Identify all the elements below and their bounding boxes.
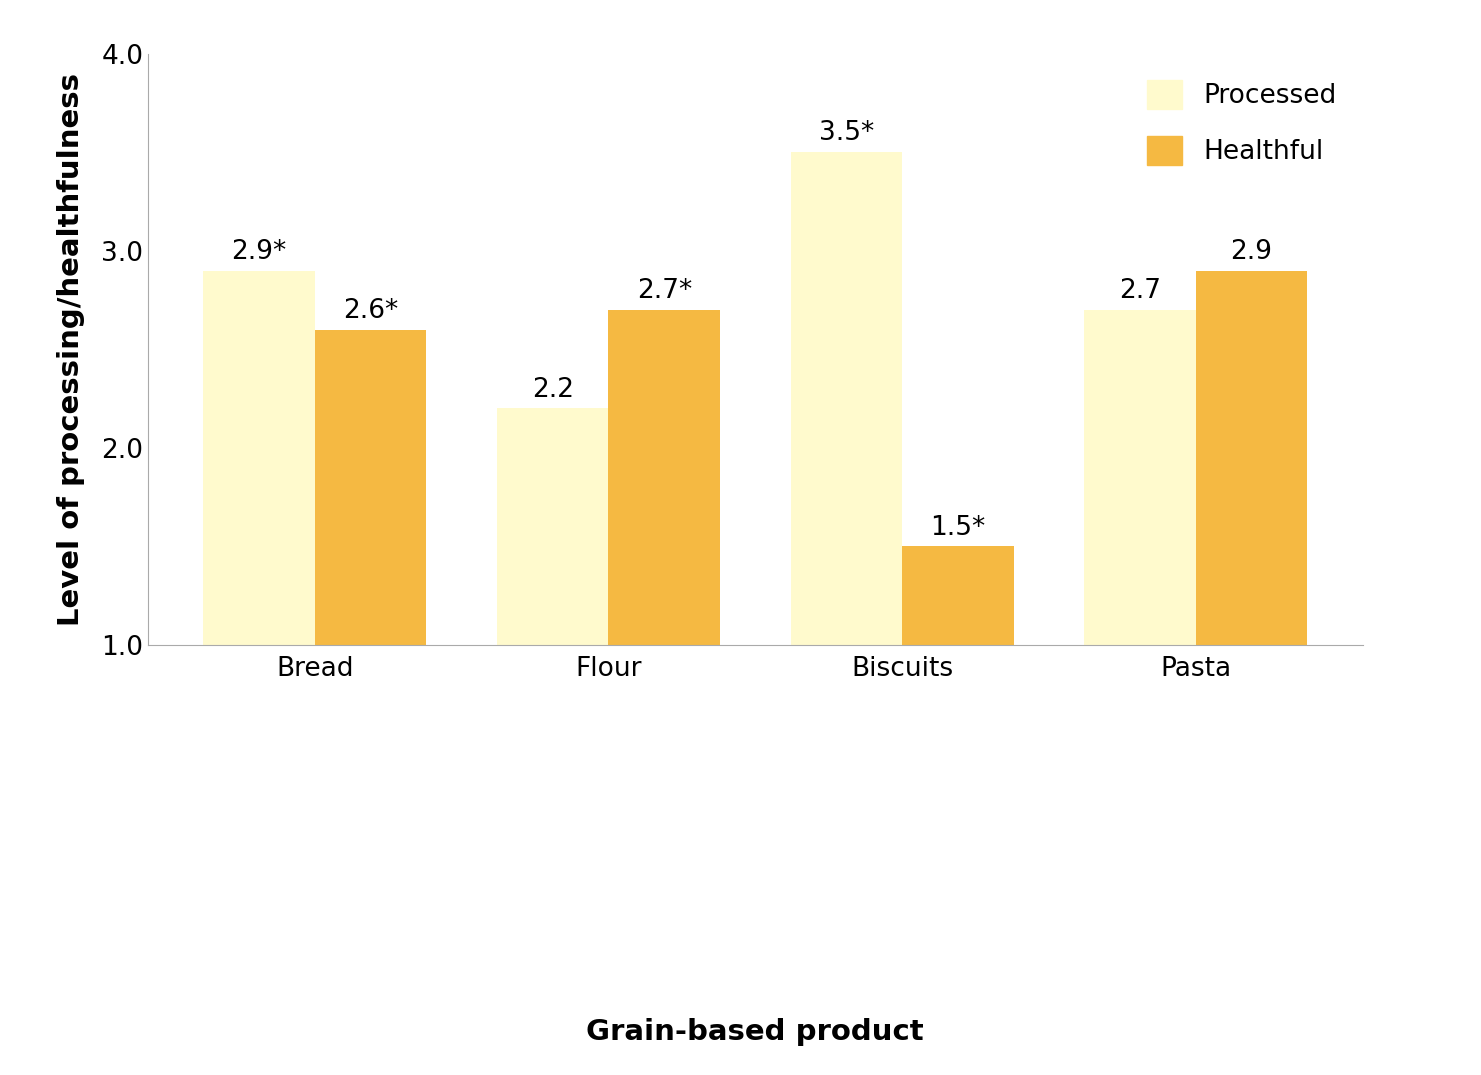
Bar — [203, 271, 315, 645]
Text: 3.5*: 3.5* — [819, 120, 874, 146]
Bar — [1084, 310, 1195, 645]
Text: Grain-based product: Grain-based product — [586, 1018, 924, 1046]
Text: 2.9: 2.9 — [1231, 239, 1272, 264]
Bar — [902, 546, 1013, 645]
Bar — [1195, 271, 1308, 645]
Text: 2.6*: 2.6* — [344, 298, 398, 324]
Bar — [609, 310, 720, 645]
Text: 1.5*: 1.5* — [930, 515, 985, 541]
Text: 2.9*: 2.9* — [231, 239, 287, 264]
Text: 2.2: 2.2 — [532, 376, 573, 402]
Bar — [315, 330, 427, 645]
Bar — [498, 408, 609, 645]
Y-axis label: Level of processing/healthfulness: Level of processing/healthfulness — [56, 73, 84, 626]
Bar — [791, 153, 902, 645]
Text: 2.7: 2.7 — [1120, 278, 1161, 304]
Text: 2.7*: 2.7* — [637, 278, 692, 304]
Legend: Processed, Healthful: Processed, Healthful — [1134, 67, 1349, 178]
